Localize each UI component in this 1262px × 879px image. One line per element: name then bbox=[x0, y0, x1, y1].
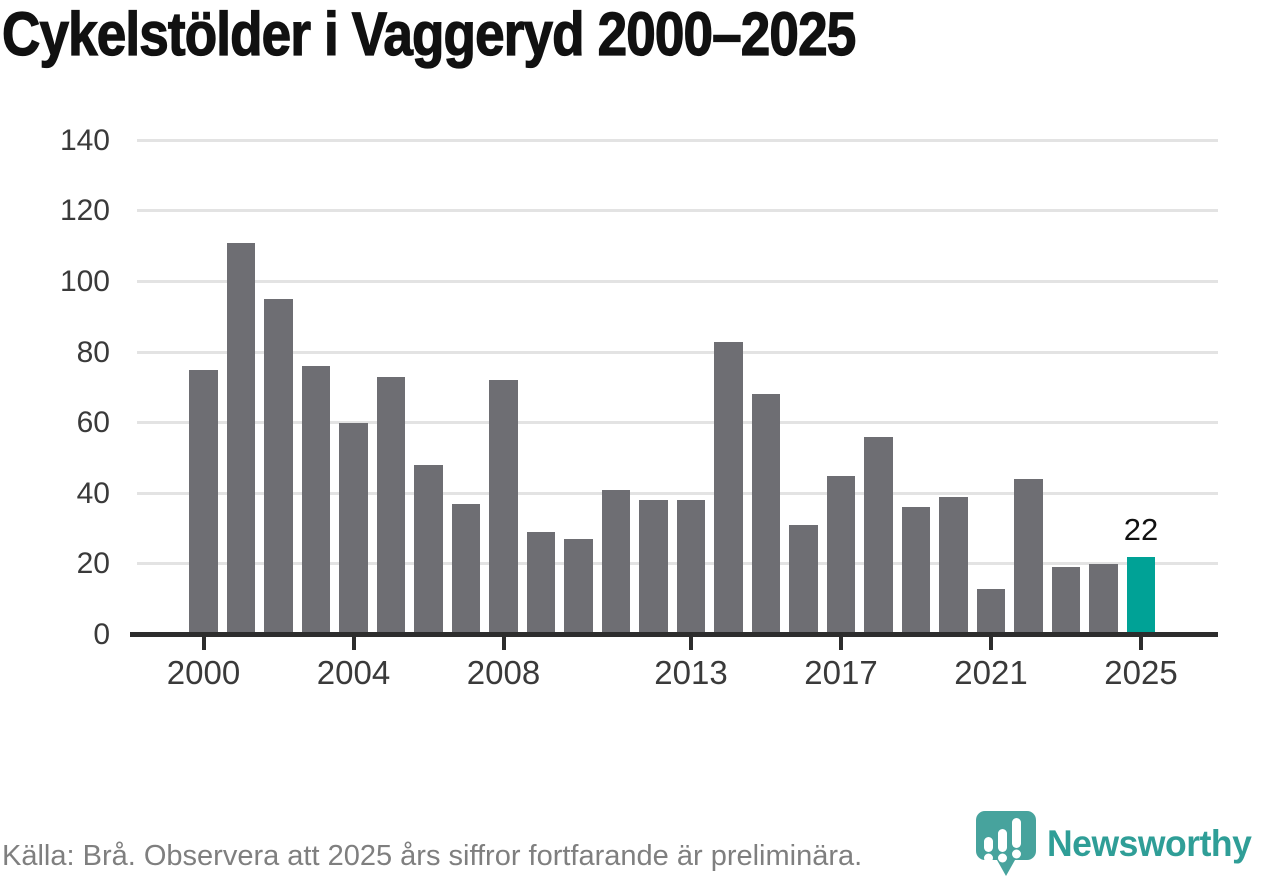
y-tick-label-140: 140 bbox=[59, 123, 110, 157]
bar-2023[interactable] bbox=[1051, 567, 1081, 635]
y-tick-label-40: 40 bbox=[76, 476, 110, 510]
bar-2017[interactable] bbox=[826, 475, 856, 635]
bar-2003[interactable] bbox=[301, 366, 331, 635]
gridline-60 bbox=[137, 421, 1218, 425]
bar-2013[interactable] bbox=[676, 500, 706, 635]
x-tick-label-2013: 2013 bbox=[654, 654, 728, 691]
y-tick-label-0: 0 bbox=[93, 618, 110, 651]
bar-2024[interactable] bbox=[1089, 563, 1118, 635]
bar-2008[interactable] bbox=[489, 380, 518, 635]
x-tick-2004 bbox=[351, 637, 356, 650]
map-pin-bar-chart-icon bbox=[976, 811, 1037, 876]
bar-2006[interactable] bbox=[414, 465, 443, 635]
y-tick-label-100: 100 bbox=[59, 265, 110, 298]
bar-2019[interactable] bbox=[901, 507, 931, 635]
bar-2012[interactable] bbox=[639, 500, 668, 635]
gridline-120 bbox=[137, 209, 1218, 213]
bar-2015[interactable] bbox=[751, 394, 781, 635]
x-tick-2008 bbox=[501, 637, 506, 650]
gridline-40 bbox=[137, 491, 1218, 495]
gridline-80 bbox=[137, 350, 1218, 354]
bar-2021[interactable] bbox=[976, 588, 1006, 635]
bar-2010[interactable] bbox=[564, 539, 593, 635]
newsworthy-wordmark: Newsworthy bbox=[1047, 823, 1252, 864]
bar-2002[interactable] bbox=[264, 299, 293, 635]
plot-area: 0 20 40 60 80 100 120 140 2000 2004 2008 2013 2017 2… bbox=[59, 123, 1218, 691]
bar-2014[interactable] bbox=[714, 341, 743, 635]
x-tick-label-2025: 2025 bbox=[1104, 654, 1178, 691]
y-tick-label-80: 80 bbox=[76, 335, 110, 369]
x-tick-2025 bbox=[1139, 637, 1143, 650]
x-tick-2017 bbox=[839, 637, 843, 650]
bar-2009[interactable] bbox=[526, 532, 556, 635]
x-tick-2013 bbox=[689, 637, 693, 650]
bar-2005[interactable] bbox=[376, 376, 406, 635]
chart-title: Cykelstölder i Vaggeryd 2000–2025 bbox=[1, 0, 856, 68]
bar-2007[interactable] bbox=[451, 503, 481, 635]
source-note: Källa: Brå. Observera att 2025 års siffr… bbox=[2, 840, 863, 872]
y-tick-label-60: 60 bbox=[76, 406, 110, 440]
bar-value-label: 22 bbox=[1123, 511, 1159, 547]
x-tick-label-2021: 2021 bbox=[954, 654, 1028, 691]
x-tick-label-2008: 2008 bbox=[466, 654, 541, 691]
gridline-140 bbox=[137, 138, 1218, 142]
bar-2018[interactable] bbox=[864, 436, 893, 635]
y-tick-label-20: 20 bbox=[76, 547, 110, 581]
x-tick-label-2017: 2017 bbox=[804, 654, 878, 691]
bar-2025[interactable] bbox=[1126, 556, 1156, 635]
bar-2004[interactable] bbox=[339, 422, 368, 635]
newsworthy-logo[interactable]: Newsworthy bbox=[971, 810, 1260, 878]
bar-2022[interactable] bbox=[1014, 479, 1043, 635]
bar-2016[interactable] bbox=[789, 525, 818, 635]
bar-2020[interactable] bbox=[939, 496, 968, 635]
bar-2011[interactable] bbox=[601, 489, 631, 635]
x-tick-label-2004: 2004 bbox=[316, 654, 391, 691]
y-tick-label-120: 120 bbox=[59, 194, 110, 228]
bar-2001[interactable] bbox=[226, 242, 256, 635]
x-tick-label-2000: 2000 bbox=[166, 654, 241, 691]
gridline-100 bbox=[137, 280, 1218, 283]
x-axis-line bbox=[130, 632, 1218, 637]
x-tick-2021 bbox=[989, 637, 993, 650]
x-tick-2000 bbox=[201, 637, 206, 650]
bar-2000[interactable] bbox=[189, 369, 218, 635]
